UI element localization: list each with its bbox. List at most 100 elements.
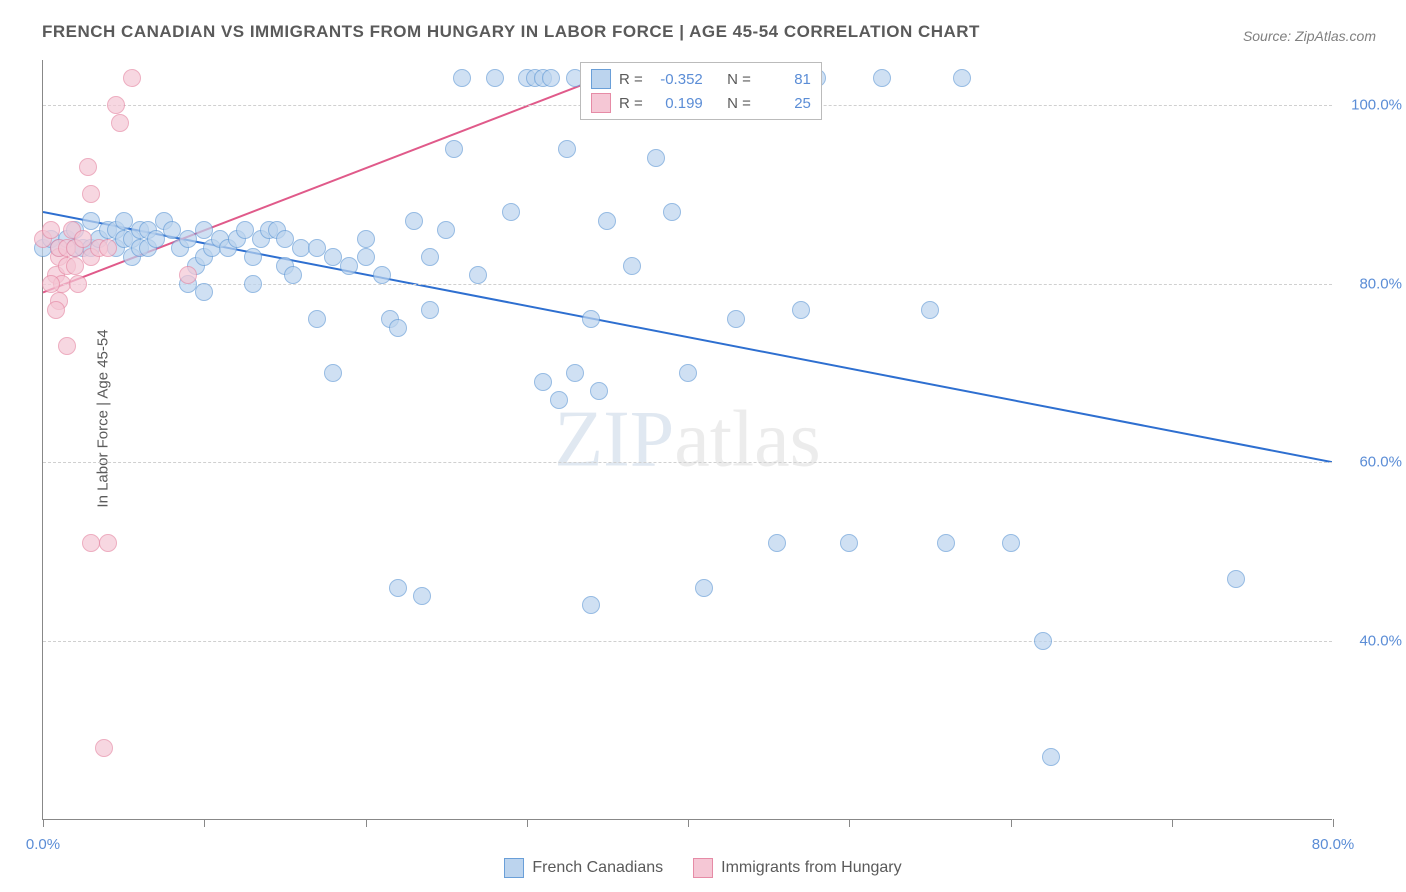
x-tick xyxy=(1011,819,1012,827)
data-point xyxy=(768,534,786,552)
y-tick-label: 60.0% xyxy=(1342,454,1402,471)
data-point xyxy=(558,140,576,158)
gridline-h xyxy=(43,641,1332,642)
data-point xyxy=(792,301,810,319)
legend-stat-row: R = -0.352 N = 81 xyxy=(591,67,811,91)
data-point xyxy=(405,212,423,230)
legend-item: Immigrants from Hungary xyxy=(693,858,902,878)
data-point xyxy=(582,596,600,614)
data-point xyxy=(389,319,407,337)
data-point xyxy=(502,203,520,221)
r-label: R = xyxy=(619,95,643,112)
data-point xyxy=(840,534,858,552)
data-point xyxy=(1227,570,1245,588)
data-point xyxy=(308,310,326,328)
data-point xyxy=(437,221,455,239)
data-point xyxy=(79,158,97,176)
x-tick-label: 0.0% xyxy=(26,836,60,853)
data-point xyxy=(111,114,129,132)
x-tick xyxy=(204,819,205,827)
data-point xyxy=(873,69,891,87)
data-point xyxy=(357,230,375,248)
data-point xyxy=(82,185,100,203)
data-point xyxy=(244,275,262,293)
data-point xyxy=(42,275,60,293)
legend-label: Immigrants from Hungary xyxy=(721,859,902,877)
data-point xyxy=(179,266,197,284)
data-point xyxy=(623,257,641,275)
data-point xyxy=(647,149,665,167)
data-point xyxy=(324,364,342,382)
legend-swatch xyxy=(693,858,713,878)
data-point xyxy=(542,69,560,87)
r-value: -0.352 xyxy=(651,71,703,88)
legend-label: French Canadians xyxy=(532,859,663,877)
r-label: R = xyxy=(619,71,643,88)
data-point xyxy=(357,248,375,266)
data-point xyxy=(58,337,76,355)
x-tick xyxy=(688,819,689,827)
data-point xyxy=(413,587,431,605)
legend-swatch xyxy=(591,69,611,89)
x-tick xyxy=(849,819,850,827)
legend-swatch xyxy=(504,858,524,878)
data-point xyxy=(453,69,471,87)
gridline-h xyxy=(43,284,1332,285)
data-point xyxy=(953,69,971,87)
data-point xyxy=(663,203,681,221)
data-point xyxy=(921,301,939,319)
data-point xyxy=(937,534,955,552)
data-point xyxy=(695,579,713,597)
y-tick-label: 40.0% xyxy=(1342,633,1402,650)
data-point xyxy=(1034,632,1052,650)
data-point xyxy=(421,248,439,266)
data-point xyxy=(534,373,552,391)
chart-title: FRENCH CANADIAN VS IMMIGRANTS FROM HUNGA… xyxy=(42,22,980,42)
data-point xyxy=(469,266,487,284)
data-point xyxy=(566,364,584,382)
data-point xyxy=(107,96,125,114)
data-point xyxy=(244,248,262,266)
y-tick-label: 100.0% xyxy=(1342,96,1402,113)
data-point xyxy=(47,301,65,319)
data-point xyxy=(1002,534,1020,552)
x-tick xyxy=(43,819,44,827)
n-label: N = xyxy=(727,95,751,112)
n-label: N = xyxy=(727,71,751,88)
x-tick-label: 80.0% xyxy=(1312,836,1355,853)
x-tick xyxy=(1333,819,1334,827)
legend-item: French Canadians xyxy=(504,858,663,878)
data-point xyxy=(69,275,87,293)
data-point xyxy=(550,391,568,409)
data-point xyxy=(679,364,697,382)
data-point xyxy=(99,534,117,552)
data-point xyxy=(486,69,504,87)
n-value: 25 xyxy=(759,95,811,112)
data-point xyxy=(1042,748,1060,766)
data-point xyxy=(590,382,608,400)
data-point xyxy=(123,69,141,87)
data-point xyxy=(389,579,407,597)
data-point xyxy=(195,283,213,301)
data-point xyxy=(727,310,745,328)
x-tick xyxy=(1172,819,1173,827)
x-tick xyxy=(527,819,528,827)
trend-lines-layer xyxy=(43,60,1332,819)
data-point xyxy=(95,739,113,757)
data-point xyxy=(421,301,439,319)
source-attribution: Source: ZipAtlas.com xyxy=(1243,28,1376,44)
data-point xyxy=(340,257,358,275)
data-point xyxy=(373,266,391,284)
n-value: 81 xyxy=(759,71,811,88)
data-point xyxy=(598,212,616,230)
data-point xyxy=(445,140,463,158)
data-point xyxy=(179,230,197,248)
correlation-stats-legend: R =-0.352 N =81R =0.199 N =25 xyxy=(580,62,822,120)
y-tick-label: 80.0% xyxy=(1342,275,1402,292)
data-point xyxy=(99,239,117,257)
data-point xyxy=(42,221,60,239)
data-point xyxy=(284,266,302,284)
legend-swatch xyxy=(591,93,611,113)
gridline-h xyxy=(43,462,1332,463)
data-point xyxy=(66,257,84,275)
